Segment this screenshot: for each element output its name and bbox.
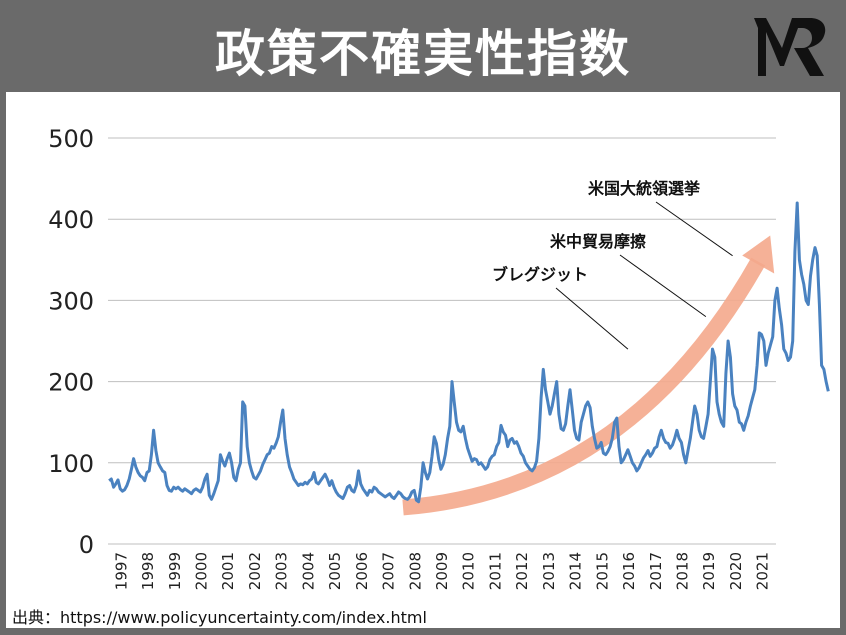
annotation-leader	[555, 287, 629, 350]
x-tick-label: 2003	[273, 552, 291, 590]
x-tick-label: 2017	[647, 552, 665, 590]
y-tick-label: 500	[48, 125, 94, 153]
x-tick-label: 2014	[567, 552, 585, 590]
x-tick-label: 2021	[754, 552, 772, 590]
x-tick-label: 2015	[593, 552, 611, 590]
x-tick-label: 2013	[540, 552, 558, 590]
annotation-label: ブレグジット	[492, 265, 588, 284]
x-tick-label: 2009	[433, 552, 451, 590]
x-tick-label: 2016	[620, 552, 638, 590]
series-line	[108, 201, 830, 504]
x-tick-label: 2011	[486, 552, 504, 590]
x-tick-label: 2010	[460, 552, 478, 590]
x-tick-label: 2005	[326, 552, 344, 590]
x-tick-label: 2020	[727, 552, 745, 590]
y-tick-label: 300	[48, 287, 94, 315]
source-note: 出典：https://www.policyuncertainty.com/ind…	[12, 608, 427, 627]
line-chart: 0 100 200 300 400 500 1997 1998 1999 2000 2001 200…	[48, 125, 830, 590]
x-tick-label: 2006	[353, 552, 371, 590]
trend-arrow-shaft	[402, 257, 766, 516]
x-tick-label: 2001	[219, 552, 237, 590]
x-tick-label: 1999	[166, 552, 184, 590]
chart-panel: 0 100 200 300 400 500 1997 1998 1999 2000 2001 200…	[6, 92, 840, 628]
x-tick-label: 1998	[139, 552, 157, 590]
x-tick-label: 2019	[700, 552, 718, 590]
header-bar: 政策不確実性指数	[0, 0, 846, 92]
x-tick-label: 1997	[112, 552, 130, 590]
annotation-leader	[619, 254, 707, 318]
y-tick-label: 0	[79, 531, 94, 559]
annotation-label: 米中貿易摩擦	[550, 232, 646, 251]
y-tick-label: 400	[48, 206, 94, 234]
x-tick-label: 2007	[380, 552, 398, 590]
x-tick-label: 2012	[513, 552, 531, 590]
x-tick-label: 2018	[673, 552, 691, 590]
brand-logo-icon	[754, 18, 826, 76]
page-title: 政策不確実性指数	[215, 25, 631, 83]
annotation-label: 米国大統領選挙	[588, 179, 700, 198]
x-tick-label: 2008	[406, 552, 424, 590]
x-tick-label: 2000	[193, 552, 211, 590]
annotation-leader	[655, 201, 733, 257]
x-tick-label: 2002	[246, 552, 264, 590]
y-tick-label: 200	[48, 369, 94, 397]
trend-arrow-head	[742, 235, 775, 274]
x-tick-label: 2004	[299, 552, 317, 590]
y-tick-label: 100	[48, 450, 94, 478]
